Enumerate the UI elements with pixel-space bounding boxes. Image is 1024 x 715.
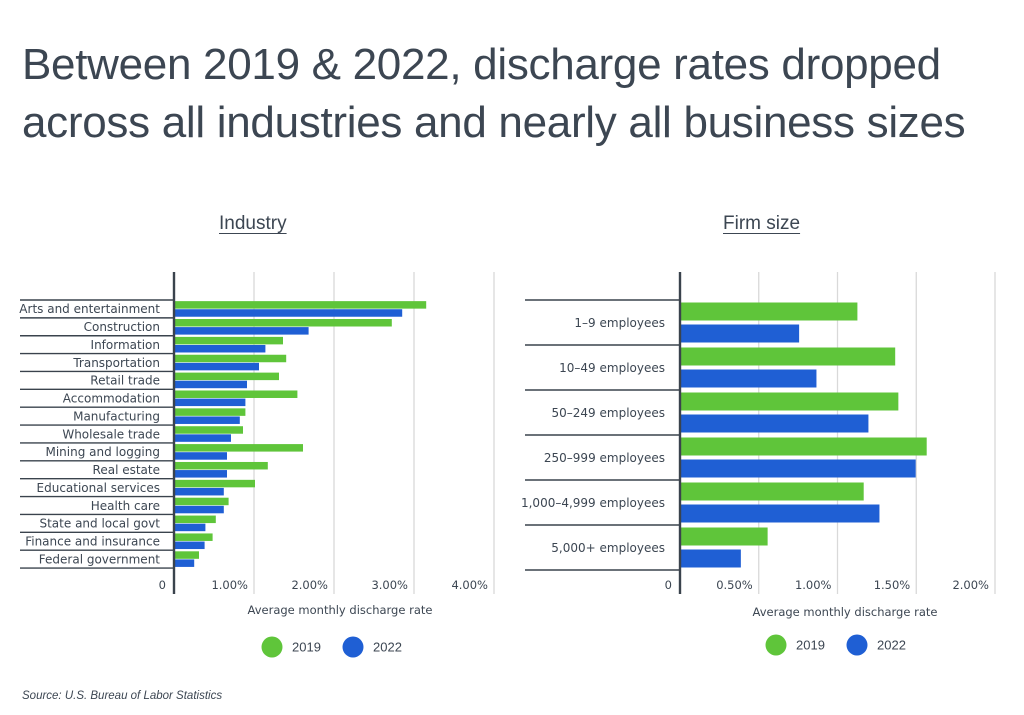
firm-size-bar-2019 [681, 302, 858, 321]
industry-bar-2019 [175, 479, 255, 488]
industry-category-label: Construction [84, 320, 160, 334]
firm-size-x-tick-label: 0 [665, 578, 672, 592]
firm-size-x-tick-label: 2.00% [952, 578, 989, 592]
industry-category-label: Arts and entertainment [19, 302, 160, 316]
chart-title: Between 2019 & 2022, discharge rates dro… [22, 40, 966, 147]
firm-size-bar-2022 [681, 369, 817, 388]
industry-bar-2019 [175, 426, 243, 434]
firm-size-category-label: 250–999 employees [544, 451, 665, 465]
industry-bar-2022 [175, 309, 403, 317]
firm-size-bar-2019 [681, 347, 896, 366]
firm-size-x-tick-label: 1.00% [795, 578, 832, 592]
industry-category-label: Accommodation [63, 392, 160, 406]
firm-size-legend-swatch-2019 [765, 634, 787, 656]
industry-bar-2022 [175, 344, 266, 353]
firm-size-bar-2022 [681, 549, 741, 568]
industry-bar-2019 [175, 497, 229, 506]
industry-x-tick-label: 2.00% [291, 578, 328, 592]
industry-bar-2022 [175, 327, 309, 335]
firm-size-bar-2022 [681, 504, 880, 523]
industry-bar-2019 [175, 301, 427, 309]
industry-bar-2019 [175, 372, 279, 381]
firm-size-chart: 1–9 employees 10–49 employees 50–249 emplo… [521, 272, 996, 656]
industry-category-label: State and local govt [39, 517, 160, 531]
firm-size-chart-title: Firm size [723, 213, 801, 234]
firm-size-bar-2019 [681, 527, 768, 546]
industry-bar-2019 [175, 444, 303, 452]
industry-category-label: Federal government [39, 552, 161, 566]
industry-category-label: Transportation [72, 356, 160, 370]
industry-x-tick-label: 1.00% [211, 578, 248, 592]
firm-size-category-label: 1–9 employees [574, 316, 665, 330]
industry-bar-2022 [175, 487, 224, 496]
industry-bar-2022 [175, 362, 259, 371]
industry-bar-2022 [175, 523, 206, 532]
firm-size-category-label: 50–249 employees [552, 406, 665, 420]
firm-size-bar-2019 [681, 392, 899, 411]
firm-size-bar-2019 [681, 482, 864, 501]
firm-size-bar-2022 [681, 459, 916, 478]
source-note: Source: U.S. Bureau of Labor Statistics [22, 690, 223, 702]
industry-legend-label-2019: 2019 [292, 640, 321, 655]
industry-bar-2022 [175, 452, 227, 460]
industry-bar-2022 [175, 505, 224, 514]
industry-bar-2019 [175, 461, 268, 470]
industry-x-tick-label: 4.00% [451, 578, 488, 592]
industry-category-label: Health care [91, 499, 160, 513]
industry-category-label: Real estate [93, 463, 160, 477]
firm-size-category-label: 10–49 employees [559, 361, 665, 375]
industry-bar-2022 [175, 416, 240, 424]
firm-size-bar-2019 [681, 437, 927, 456]
industry-bar-2022 [175, 434, 231, 442]
industry-category-label: Educational services [37, 481, 160, 495]
industry-category-label: Retail trade [90, 374, 160, 388]
industry-chart: Arts and entertainment Construction Inform… [19, 272, 495, 658]
firm-size-x-tick-label: 0.50% [716, 578, 753, 592]
industry-x-tick-label: 0 [159, 578, 166, 592]
industry-bar-2019 [175, 515, 216, 524]
industry-bar-2022 [175, 470, 227, 478]
industry-category-label: Wholesale trade [62, 427, 160, 441]
industry-chart-title: Industry [219, 213, 287, 234]
industry-category-label: Manufacturing [73, 409, 160, 423]
firm-size-x-tick-label: 1.50% [874, 578, 911, 592]
firm-size-legend-swatch-2022 [846, 634, 868, 656]
industry-bar-2019 [175, 533, 213, 541]
industry-bar-2022 [175, 541, 205, 550]
firm-size-bar-2022 [681, 414, 869, 433]
industry-bar-2019 [175, 354, 287, 363]
industry-legend-label-2022: 2022 [373, 640, 402, 655]
firm-size-bar-2022 [681, 324, 800, 343]
industry-legend-swatch-2022 [342, 636, 364, 658]
industry-category-label: Mining and logging [45, 445, 160, 459]
industry-bar-2022 [175, 398, 246, 407]
industry-category-label: Information [91, 338, 160, 352]
firm-size-legend-label-2019: 2019 [796, 638, 825, 653]
industry-x-tick-label: 3.00% [371, 578, 408, 592]
firm-size-legend-label-2022: 2022 [877, 638, 906, 653]
industry-bar-2022 [175, 380, 247, 389]
industry-bar-2019 [175, 390, 298, 398]
industry-bar-2019 [175, 319, 392, 327]
industry-bar-2022 [175, 559, 195, 567]
industry-x-axis-label: Average monthly discharge rate [248, 603, 433, 617]
industry-bar-2019 [175, 408, 246, 416]
firm-size-category-label: 5,000+ employees [551, 541, 665, 555]
firm-size-x-axis-label: Average monthly discharge rate [753, 605, 938, 619]
industry-bar-2019 [175, 336, 283, 345]
firm-size-category-label: 1,000–4,999 employees [521, 496, 665, 510]
industry-bar-2019 [175, 551, 199, 559]
industry-legend-swatch-2019 [261, 636, 283, 658]
industry-category-label: Finance and insurance [25, 535, 160, 549]
